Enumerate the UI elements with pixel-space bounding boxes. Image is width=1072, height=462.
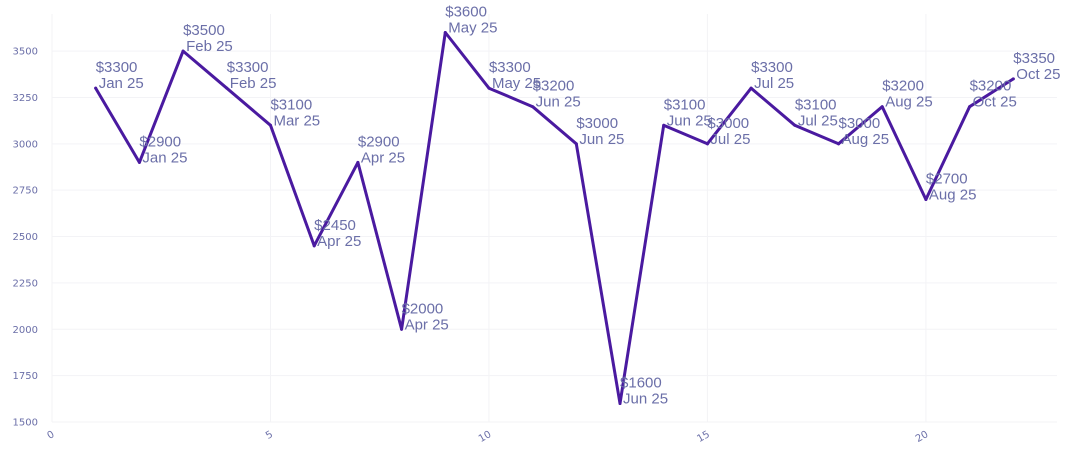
data-point <box>400 327 404 331</box>
data-label-value: $2900 <box>139 133 181 150</box>
data-label-date: Jan 25 <box>99 75 144 92</box>
data-point <box>968 105 972 109</box>
y-tick-label: 1750 <box>13 371 38 382</box>
y-tick-label: 2000 <box>13 325 38 336</box>
data-label-date: May 25 <box>492 75 541 92</box>
data-label-value: $3200 <box>970 78 1012 95</box>
data-label-date: Jun 25 <box>667 112 712 129</box>
data-label-date: Jul 25 <box>754 75 794 92</box>
data-label-date: Aug 25 <box>885 94 933 111</box>
data-label-date: Aug 25 <box>929 186 977 203</box>
series-polyline <box>94 31 1015 405</box>
data-label-date: Jan 25 <box>142 149 187 166</box>
data-label-value: $3300 <box>96 59 138 76</box>
data-point <box>574 142 578 146</box>
data-point <box>531 105 535 109</box>
y-tick-label: 3000 <box>13 139 38 150</box>
data-point <box>268 123 272 127</box>
y-tick-label: 1500 <box>13 418 38 429</box>
data-point <box>749 86 753 90</box>
x-tick-label: 5 <box>264 429 275 442</box>
data-label-value: $3100 <box>270 96 312 113</box>
data-label-value: $3000 <box>839 115 881 132</box>
data-label-value: $1600 <box>620 374 662 391</box>
data-point <box>181 49 185 53</box>
data-label-date: Jul 25 <box>798 112 838 129</box>
data-label-value: $3600 <box>445 4 487 21</box>
x-tick-label: 20 <box>914 429 931 445</box>
data-point <box>356 160 360 164</box>
x-tick-label: 10 <box>477 429 494 445</box>
y-tick-label: 2750 <box>13 186 38 197</box>
grid <box>51 14 1057 423</box>
data-label-date: Oct 25 <box>973 94 1017 111</box>
x-tick-label: 0 <box>45 429 56 442</box>
data-label-date: Apr 25 <box>405 316 449 333</box>
data-label-date: Apr 25 <box>361 149 405 166</box>
data-label-date: Jun 25 <box>536 94 581 111</box>
y-tick-label: 3500 <box>13 47 38 58</box>
data-label-date: Apr 25 <box>317 233 361 250</box>
data-point <box>662 123 666 127</box>
data-label-date: Oct 25 <box>1016 66 1060 83</box>
data-label-date: Jun 25 <box>579 131 624 148</box>
data-point <box>837 142 841 146</box>
data-point <box>705 142 709 146</box>
data-point <box>924 197 928 201</box>
data-point <box>1011 77 1015 81</box>
data-label-date: Feb 25 <box>230 75 277 92</box>
data-label-date: Jul 25 <box>710 131 750 148</box>
data-label-date: Aug 25 <box>842 131 890 148</box>
data-label-value: $3300 <box>489 59 531 76</box>
data-label-value: $2700 <box>926 170 968 187</box>
data-label-date: Jun 25 <box>623 390 668 407</box>
data-label-value: $3300 <box>751 59 793 76</box>
data-label-value: $3500 <box>183 22 225 39</box>
data-point <box>618 401 622 405</box>
data-label-value: $2900 <box>358 133 400 150</box>
x-tick-label: 15 <box>695 429 712 445</box>
data-point <box>793 123 797 127</box>
axes: 1500 1750 2000 2250 2500 2750 3000 3250 3500 0 5 10… <box>13 47 931 445</box>
data-label-value: $2000 <box>402 300 444 317</box>
data-label-value: $3200 <box>882 78 924 95</box>
data-point <box>312 244 316 248</box>
data-label-value: $2450 <box>314 217 356 234</box>
data-label-date: Mar 25 <box>273 112 320 129</box>
data-label-value: $3100 <box>795 96 837 113</box>
data-label-value: $3000 <box>576 115 618 132</box>
data-label-value: $3350 <box>1013 50 1055 67</box>
y-tick-label: 3250 <box>13 93 38 104</box>
data-point <box>225 86 229 90</box>
y-tick-label: 2250 <box>13 278 38 289</box>
data-label-value: $3200 <box>533 78 575 95</box>
data-point <box>443 31 447 35</box>
data-label-value: $3300 <box>227 59 269 76</box>
data-label-value: $3100 <box>664 96 706 113</box>
data-label-date: Feb 25 <box>186 38 233 55</box>
data-point <box>487 86 491 90</box>
data-point <box>137 160 141 164</box>
data-point <box>880 105 884 109</box>
data-label-date: May 25 <box>448 20 497 37</box>
y-tick-label: 2500 <box>13 232 38 243</box>
data-label-value: $3000 <box>707 115 749 132</box>
series-line <box>94 31 1015 405</box>
data-point <box>94 86 98 90</box>
